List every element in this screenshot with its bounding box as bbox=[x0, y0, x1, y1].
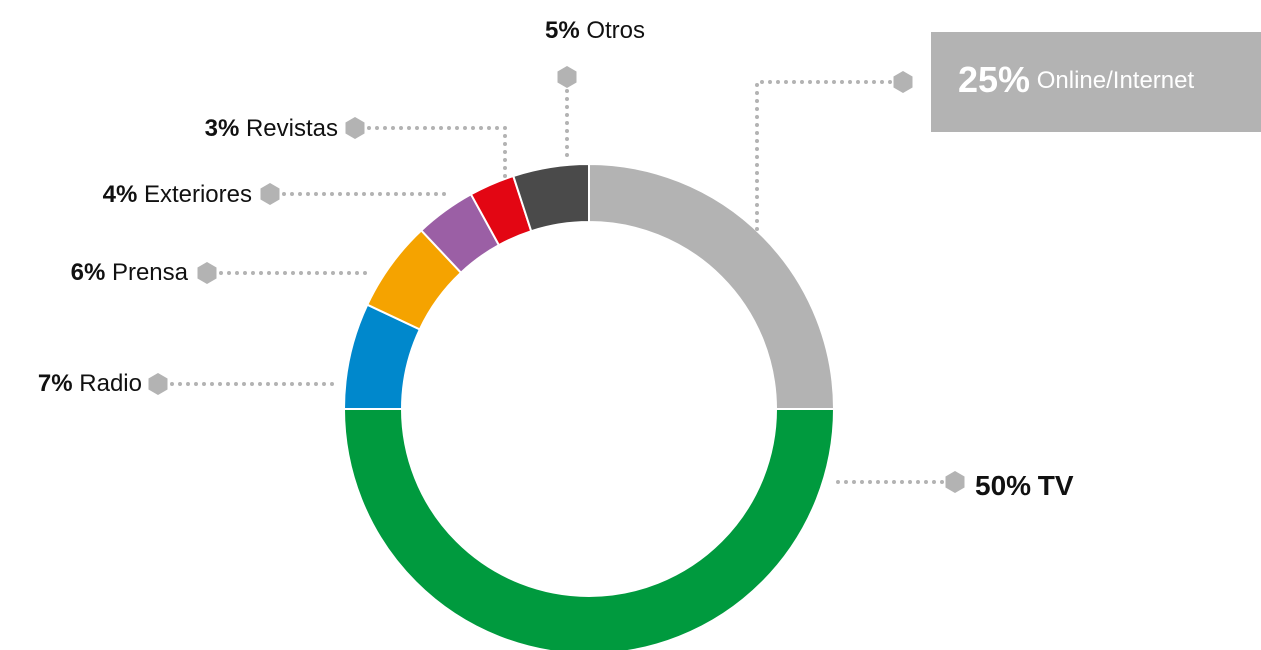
leader-dot bbox=[945, 471, 965, 493]
label-percent: 5% bbox=[545, 17, 580, 44]
label-name: TV bbox=[1038, 470, 1074, 501]
leader-dot bbox=[148, 373, 168, 395]
leader-line bbox=[755, 80, 892, 237]
donut-segment bbox=[342, 408, 836, 650]
label-name: Otros bbox=[586, 17, 645, 44]
leader-dot bbox=[197, 262, 217, 284]
label-percent: 4% bbox=[103, 181, 138, 208]
label-percent: 3% bbox=[205, 115, 240, 142]
label-name: Exteriores bbox=[144, 181, 252, 208]
data-label: 4% Exteriores bbox=[103, 181, 252, 208]
label-percent: 7% bbox=[38, 370, 73, 397]
leader-dot bbox=[345, 117, 365, 139]
donut-segment bbox=[512, 162, 590, 233]
data-label: 25% Online/Internet bbox=[958, 59, 1194, 100]
leader-line bbox=[367, 126, 507, 182]
label-percent: 50% bbox=[975, 470, 1031, 501]
label-name: Revistas bbox=[246, 115, 338, 142]
leader-dot bbox=[260, 183, 280, 205]
label-name: Radio bbox=[79, 370, 142, 397]
label-name: Online/Internet bbox=[1037, 67, 1195, 94]
donut-segment bbox=[588, 162, 836, 410]
data-label: 6% Prensa bbox=[71, 259, 189, 286]
leader-dot bbox=[893, 71, 913, 93]
label-percent: 25% bbox=[958, 59, 1030, 100]
data-label: 5% Otros bbox=[545, 17, 645, 44]
label-percent: 6% bbox=[71, 259, 106, 286]
data-label: 3% Revistas bbox=[205, 115, 338, 142]
leader-dot bbox=[557, 66, 577, 88]
data-label: 7% Radio bbox=[38, 370, 142, 397]
data-label: 50% TV bbox=[975, 470, 1074, 501]
label-name: Prensa bbox=[112, 259, 189, 286]
label-box bbox=[931, 32, 1261, 132]
